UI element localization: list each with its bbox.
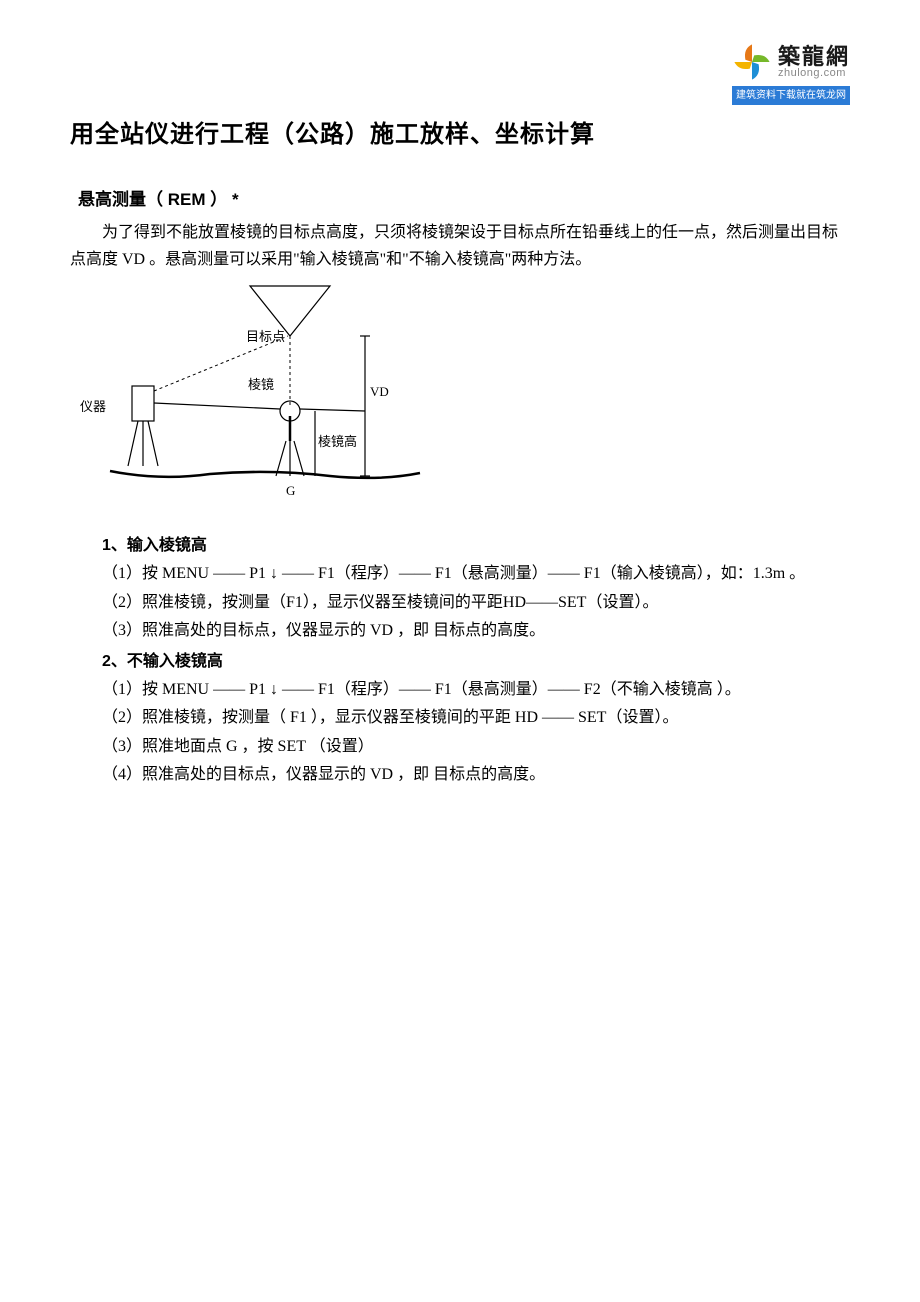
- sub2-title: 2、不输入棱镜高: [70, 648, 850, 675]
- rem-diagram: 仪器 目标点 棱镜 棱镜高 VD G: [70, 281, 850, 520]
- label-g: G: [286, 483, 295, 498]
- logo-en-text: zhulong.com: [778, 68, 846, 79]
- sub2-step4: （4）照准高处的目标点，仪器显示的 VD ，即 目标点的高度。: [70, 761, 850, 788]
- sub2-step1: （1）按 MENU —— P1 ↓ —— F1（程序）—— F1（悬高测量）——…: [70, 676, 850, 703]
- label-instrument: 仪器: [80, 399, 106, 414]
- logo-cn-text: 築龍網: [778, 46, 850, 68]
- sub2-step3: （3）照准地面点 G ，按 SET （设置）: [70, 733, 850, 760]
- section-title-rem: 悬高测量（ REM ） *: [78, 186, 850, 215]
- logo-pinwheel-icon: [730, 40, 774, 84]
- sub1-title: 1、输入棱镜高: [70, 532, 850, 559]
- sub1-step3: （3）照准高处的目标点，仪器显示的 VD ，即 目标点的高度。: [70, 617, 850, 644]
- sub2-step2: （2）照准棱镜，按测量（ F1 ），显示仪器至棱镜间的平距 HD —— SET（…: [70, 704, 850, 731]
- logo-banner: 建筑资料下载就在筑龙网: [732, 86, 850, 105]
- logo-box: 築龍網 zhulong.com 建筑资料下载就在筑龙网: [730, 40, 850, 105]
- header-logo-area: 築龍網 zhulong.com 建筑资料下载就在筑龙网: [70, 40, 850, 105]
- intro-paragraph: 为了得到不能放置棱镜的目标点高度，只须将棱镜架设于目标点所在铅垂线上的任一点，然…: [70, 219, 850, 273]
- label-prism: 棱镜: [248, 377, 274, 392]
- label-target: 目标点: [246, 329, 285, 344]
- label-prism-height: 棱镜高: [318, 434, 357, 449]
- page-title: 用全站仪进行工程（公路）施工放样、坐标计算: [70, 115, 850, 156]
- sub1-step1: （1）按 MENU —— P1 ↓ —— F1（程序）—— F1（悬高测量）——…: [70, 560, 850, 587]
- sub1-step2: （2）照准棱镜，按测量（F1），显示仪器至棱镜间的平距HD——SET（设置）。: [70, 589, 850, 616]
- label-vd: VD: [370, 384, 389, 399]
